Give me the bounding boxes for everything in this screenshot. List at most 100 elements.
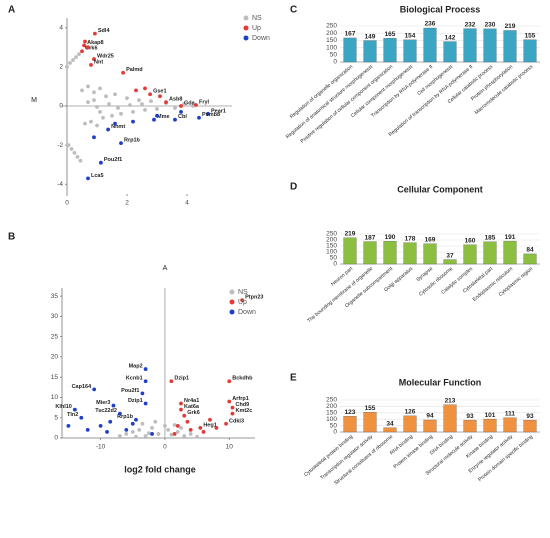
value-label: 191 [505, 234, 516, 241]
legend-label: NS [252, 15, 262, 22]
y-tick-label: 5 [54, 414, 58, 421]
point [163, 423, 167, 428]
point-label: Dzip1 [174, 376, 189, 382]
bar [523, 419, 537, 433]
point [166, 427, 171, 432]
point [66, 423, 71, 428]
point [89, 119, 93, 124]
value-label: 169 [425, 236, 436, 243]
legend-label: Down [252, 35, 270, 42]
point [143, 108, 147, 112]
bar [483, 241, 497, 265]
panel-letter: D [290, 182, 297, 193]
value-label: 213 [445, 397, 456, 404]
point [143, 367, 148, 371]
point [111, 403, 116, 408]
point [92, 98, 96, 103]
bar [463, 28, 477, 63]
point [104, 94, 108, 99]
point [143, 379, 148, 384]
point-label: Tsc22d2 [95, 408, 117, 414]
legend-marker [243, 35, 249, 41]
y-axis-label: M [31, 97, 37, 104]
point-label: Map2 [129, 364, 143, 370]
bar [443, 259, 457, 265]
point-label: Wdr25 [97, 54, 114, 60]
legend-marker [229, 309, 235, 315]
y-tick-label: 200 [326, 403, 337, 410]
y-tick-label: 0 [333, 429, 337, 436]
point [106, 127, 110, 132]
y-tick-label: 50 [330, 52, 338, 59]
bar [383, 427, 397, 433]
point [130, 430, 135, 434]
point [140, 391, 145, 396]
y-tick-label: 50 [330, 255, 338, 262]
point [119, 141, 123, 146]
point [134, 88, 138, 93]
point-label: Pear1 [211, 108, 226, 114]
point [153, 419, 158, 424]
bar [483, 418, 497, 433]
bar [443, 41, 457, 63]
point-label: Rrp1b [124, 138, 141, 144]
point [68, 61, 72, 65]
value-label: 185 [485, 235, 496, 242]
value-label: 165 [385, 31, 396, 38]
y-tick-label: 250 [326, 397, 337, 404]
value-label: 84 [526, 247, 534, 254]
bar [523, 253, 537, 265]
point [198, 425, 203, 430]
point [173, 117, 177, 122]
point [72, 151, 77, 155]
value-label: 93 [526, 413, 534, 420]
point [140, 102, 144, 106]
point [71, 58, 75, 62]
point [149, 99, 153, 104]
point [158, 94, 162, 99]
bar [423, 27, 437, 63]
value-label: 187 [365, 234, 376, 241]
point [182, 434, 187, 438]
y-tick-label: 150 [326, 37, 337, 44]
point [172, 432, 177, 436]
bar [343, 37, 357, 63]
point [86, 84, 90, 89]
point-label: Mme [157, 114, 170, 120]
point [83, 39, 87, 44]
x-tick-label: -10 [96, 444, 106, 451]
point [179, 109, 183, 114]
y-tick-label: 35 [51, 293, 59, 300]
point [113, 121, 117, 126]
value-label: 160 [465, 238, 476, 245]
bar [483, 28, 497, 63]
point [164, 100, 168, 104]
value-label: 232 [465, 21, 476, 28]
point [118, 411, 122, 416]
point [131, 119, 135, 124]
point [92, 387, 97, 392]
point-label: Grk6 [187, 410, 200, 416]
legend-marker [243, 15, 249, 21]
value-label: 155 [525, 32, 536, 39]
value-label: 93 [466, 413, 474, 420]
legend-marker [229, 289, 235, 295]
point-label: Bckdhb [232, 376, 253, 382]
y-tick-label: -4 [57, 181, 63, 188]
value-label: 126 [405, 409, 416, 416]
point-label: Akap8 [87, 40, 104, 46]
value-label: 111 [505, 411, 516, 418]
point [197, 115, 201, 120]
point [185, 419, 190, 424]
point-label: Gda [184, 100, 196, 106]
bar [463, 419, 477, 433]
x-tick-label: 4 [185, 200, 189, 207]
point-label: Nr4a1 [184, 398, 199, 404]
point [92, 57, 96, 61]
point [77, 52, 81, 57]
point [98, 109, 102, 114]
point-label: Kat6a [184, 404, 200, 410]
bar [403, 415, 417, 433]
point-label: Mier3 [96, 400, 110, 406]
